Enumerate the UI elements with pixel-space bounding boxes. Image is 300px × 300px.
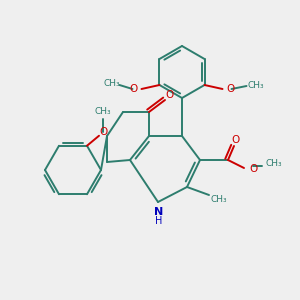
Text: N: N xyxy=(154,207,164,217)
Text: O: O xyxy=(99,127,107,137)
Text: CH₃: CH₃ xyxy=(211,194,227,203)
Text: CH₃: CH₃ xyxy=(247,82,264,91)
Text: CH₃: CH₃ xyxy=(266,160,282,169)
Text: H: H xyxy=(155,216,163,226)
Text: CH₃: CH₃ xyxy=(103,79,120,88)
Text: CH₃: CH₃ xyxy=(95,107,111,116)
Text: O: O xyxy=(129,84,137,94)
Text: O: O xyxy=(232,135,240,145)
Text: O: O xyxy=(226,84,235,94)
Text: O: O xyxy=(249,164,257,174)
Text: O: O xyxy=(166,90,174,100)
